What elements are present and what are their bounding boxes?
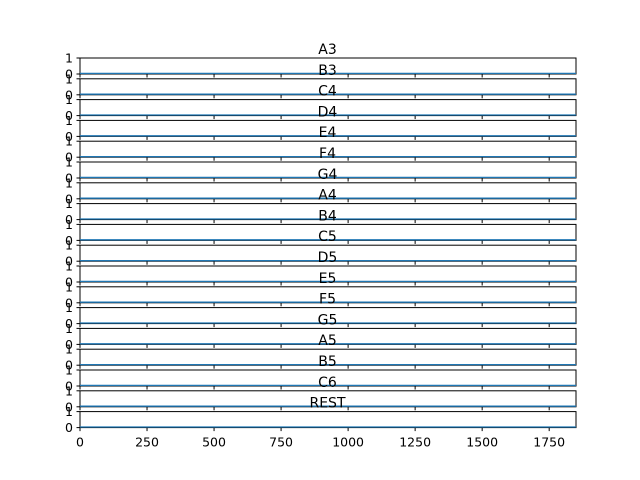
y-tick-label: 1 (65, 175, 73, 190)
subplot-f4: 01 F4 (65, 146, 577, 186)
subplot-d4: 01 D4 (65, 104, 577, 144)
y-tick-label: 1 (65, 342, 73, 357)
y-tick-label: 0 (65, 316, 73, 331)
y-tick-label: 0 (65, 337, 73, 352)
subplot-b4: 01 B4 (65, 208, 577, 248)
subplot-title: C5 (318, 229, 337, 245)
y-tick-label: 0 (65, 108, 73, 123)
y-tick-label: 0 (65, 191, 73, 206)
subplot-e4: 01 E4 (65, 125, 577, 165)
y-tick-label: 1 (65, 259, 73, 274)
y-tick-label: 0 (65, 212, 73, 227)
y-tick-label: 0 (65, 87, 73, 102)
x-tick-label: 1750 (533, 435, 565, 450)
subplot-title: A4 (318, 188, 337, 204)
y-tick-label: 1 (65, 217, 73, 232)
x-tick-label: 1500 (466, 435, 498, 450)
y-tick-label: 0 (65, 358, 73, 373)
subplot-c6: 01 C6 (65, 375, 577, 414)
y-tick-label: 1 (65, 363, 73, 378)
subplot-e5: 01 E5 (65, 271, 577, 310)
y-tick-label: 0 (65, 275, 73, 290)
subplot-d5: 01 D5 (65, 250, 577, 290)
subplot-g5: 01 G5 (65, 312, 577, 352)
subplot-f5: 01 F5 (65, 292, 577, 331)
subplot-title: D5 (318, 250, 338, 266)
subplot-title: REST (309, 396, 345, 412)
subplot-rest: 01 REST (65, 396, 577, 435)
subplot-title: G4 (318, 167, 338, 183)
y-tick-label: 1 (65, 92, 73, 107)
subplot-a5: 01 A5 (65, 333, 577, 373)
subplot-b5: 01 B5 (65, 354, 577, 394)
axes-frame (79, 411, 577, 429)
y-tick-label: 1 (65, 300, 73, 315)
y-tick-label: 0 (65, 399, 73, 414)
y-tick-label: 1 (65, 134, 73, 149)
subplot-title: E4 (319, 125, 337, 141)
y-tick-label: 0 (65, 233, 73, 248)
y-tick-label: 0 (65, 420, 73, 435)
x-tick-label: 250 (135, 435, 159, 450)
x-tick-label: 0 (76, 435, 84, 450)
y-tick-label: 0 (65, 129, 73, 144)
x-tick-label: 1250 (399, 435, 431, 450)
subplot-title: C6 (318, 375, 337, 391)
subplot-title: G5 (318, 312, 338, 328)
y-tick-label: 0 (65, 171, 73, 186)
subplot-c5: 01 C5 (65, 229, 577, 269)
y-tick-label: 1 (65, 196, 73, 211)
y-tick-label: 1 (65, 404, 73, 419)
subplot-title: F4 (319, 146, 336, 162)
subplot-a3: 01 A3 (65, 42, 577, 82)
y-tick-label: 1 (65, 279, 73, 294)
subplot-title: A5 (318, 333, 336, 349)
subplot-title: F5 (319, 292, 336, 308)
subplot-title: B3 (318, 63, 337, 79)
subplot-b3: 01 B3 (65, 63, 577, 102)
subplot-title: D4 (318, 104, 338, 120)
y-tick-label: 1 (65, 321, 73, 336)
y-tick-label: 1 (65, 155, 73, 170)
y-tick-label: 1 (65, 113, 73, 128)
subplot-title: E5 (319, 271, 337, 287)
subplot-g4: 01 G4 (65, 167, 577, 206)
subplot-c4: 01 C4 (65, 84, 577, 123)
x-tick-label: 1000 (332, 435, 364, 450)
x-tick-label: 750 (269, 435, 293, 450)
y-tick-label: 0 (65, 254, 73, 269)
y-tick-label: 0 (65, 67, 73, 82)
y-tick-label: 0 (65, 295, 73, 310)
y-tick-label: 1 (65, 51, 73, 66)
subplot-title: C4 (318, 84, 337, 100)
subplot-title: B4 (318, 208, 337, 224)
y-tick-label: 1 (65, 238, 73, 253)
subplot-title: A3 (318, 42, 336, 58)
y-tick-label: 1 (65, 383, 73, 398)
x-axis: 0 250 500 750 1000 1250 1500 1750 (76, 435, 565, 450)
x-tick-label: 500 (202, 435, 226, 450)
y-tick-label: 0 (65, 379, 73, 394)
y-tick-label: 1 (65, 71, 73, 86)
subplot-title: B5 (318, 354, 337, 370)
subplot-a4: 01 A4 (65, 188, 577, 227)
y-tick-label: 0 (65, 150, 73, 165)
